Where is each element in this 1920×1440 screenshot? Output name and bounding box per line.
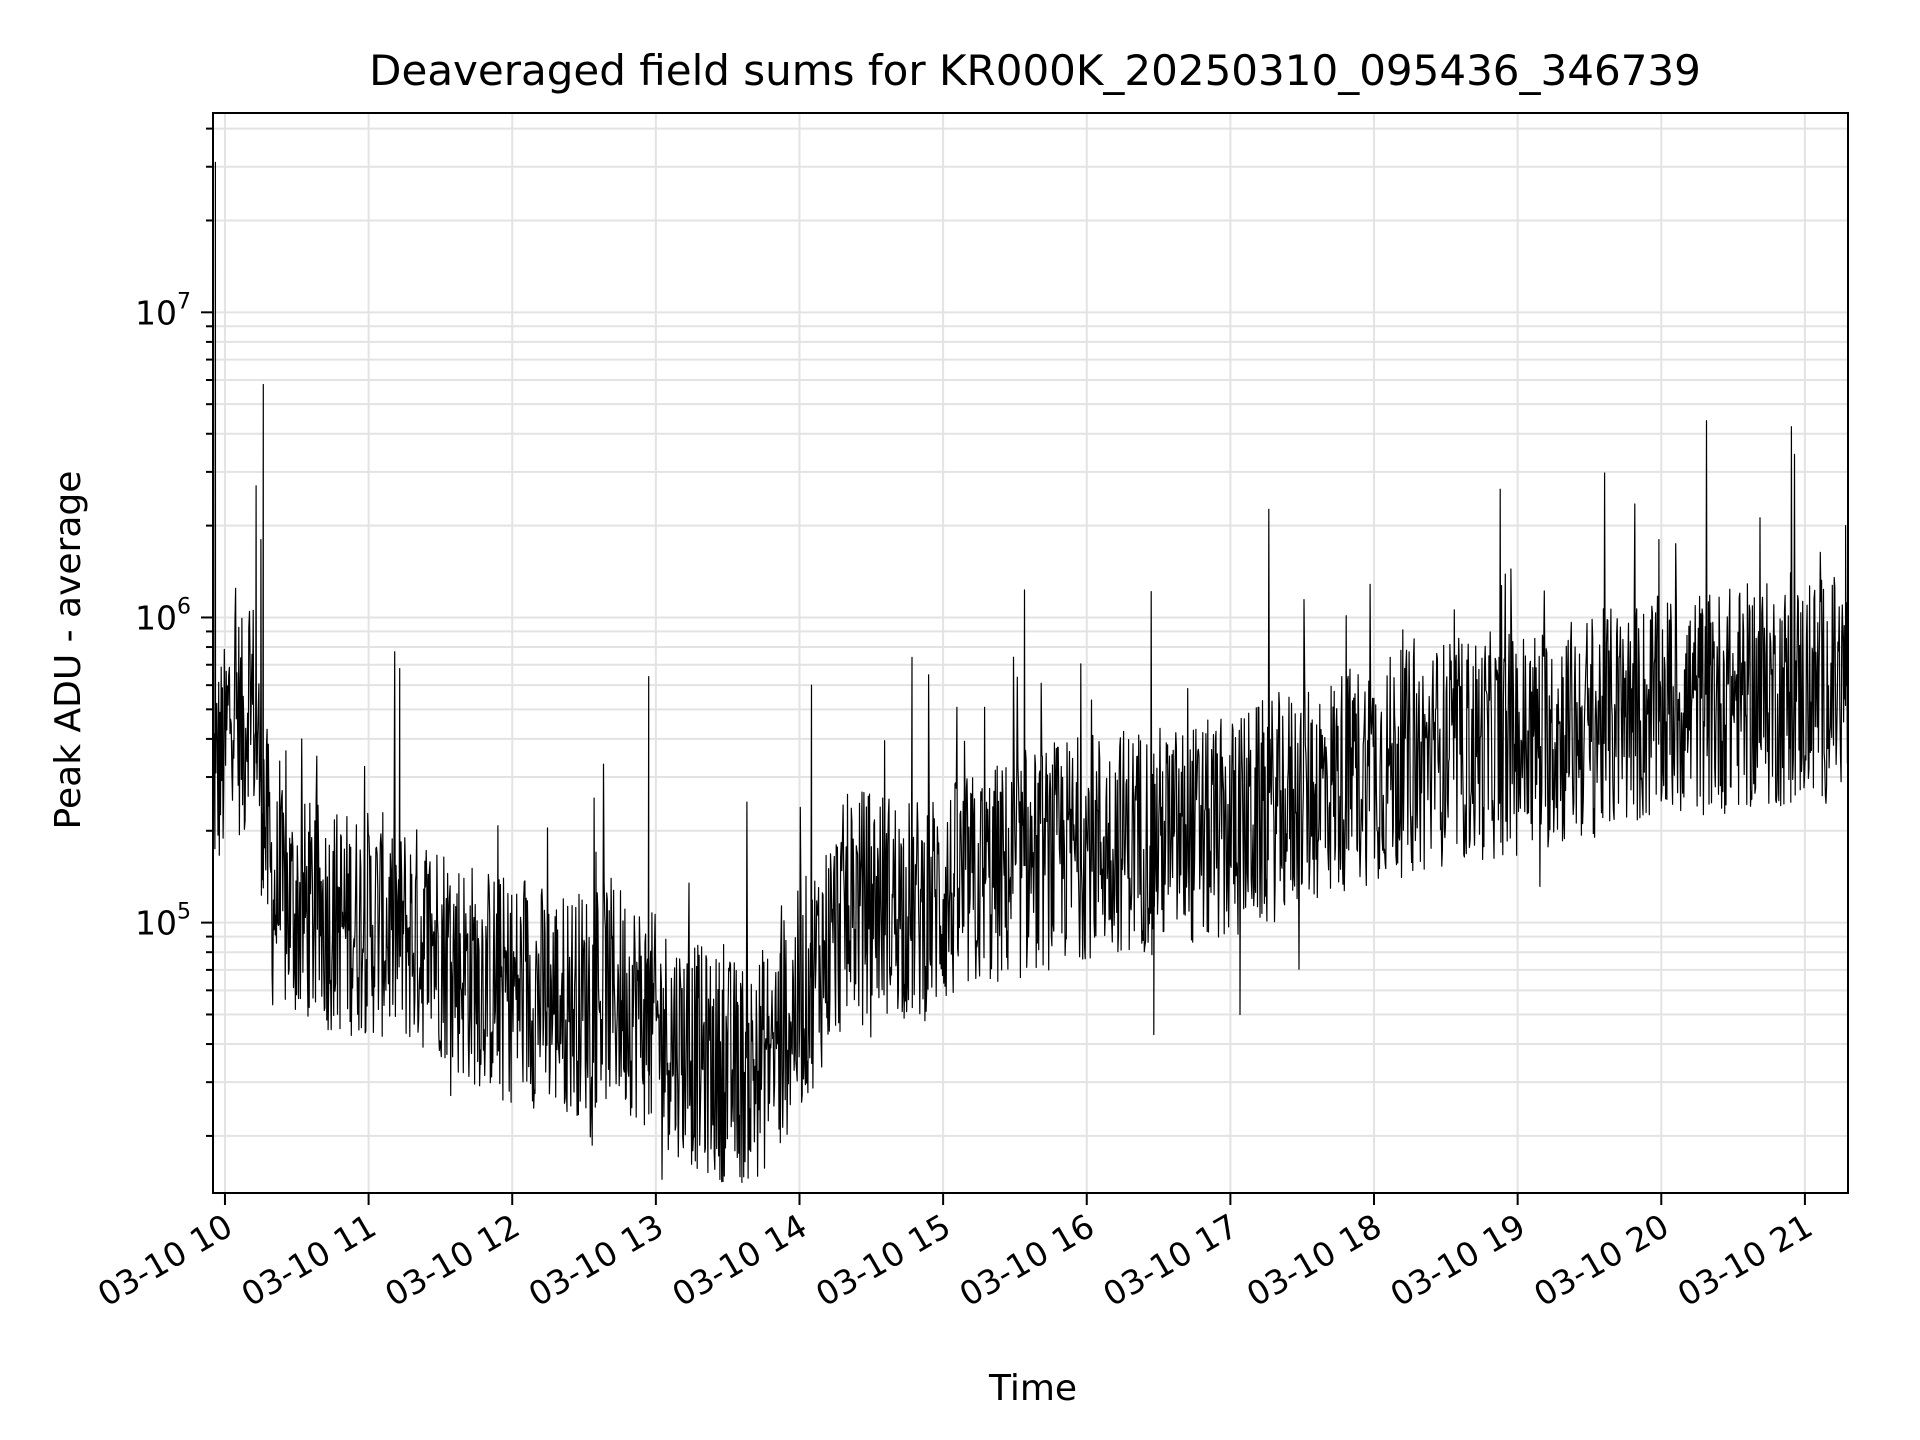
y-tick-label: 105 bbox=[135, 900, 191, 943]
y-axis-label: Peak ADU - average bbox=[48, 471, 89, 830]
y-tick-exponent: 5 bbox=[177, 900, 191, 925]
y-tick-base: 10 bbox=[135, 293, 177, 332]
y-tick-label: 107 bbox=[135, 289, 191, 332]
series-line bbox=[212, 161, 1849, 1183]
y-tick-exponent: 7 bbox=[177, 289, 191, 314]
chart-title: Deaveraged field sums for KR000K_2025031… bbox=[369, 46, 1701, 95]
y-tick-base: 10 bbox=[135, 598, 177, 637]
plot-frame bbox=[212, 112, 1849, 1194]
y-tick-label: 106 bbox=[135, 594, 191, 637]
x-axis-label: Time bbox=[988, 1368, 1077, 1409]
y-tick-exponent: 6 bbox=[177, 594, 191, 619]
data-layer bbox=[212, 161, 1849, 1183]
y-tick-base: 10 bbox=[135, 904, 177, 943]
